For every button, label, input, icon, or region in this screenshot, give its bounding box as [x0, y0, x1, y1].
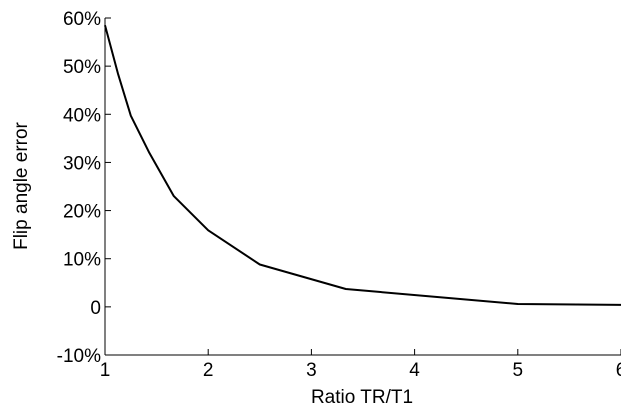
- x-tick-label: 1: [100, 360, 111, 381]
- y-tick-label: 0: [90, 298, 101, 319]
- y-tick-label: 60%: [63, 9, 101, 30]
- chart-axes: [104, 18, 621, 356]
- y-tick-label: 30%: [63, 153, 101, 174]
- x-tick-label: 2: [203, 360, 214, 381]
- series-line-0: [104, 24, 621, 306]
- x-tick-label: 3: [306, 360, 317, 381]
- y-tick-label: 10%: [63, 250, 101, 271]
- y-axis-label: Flip angle error: [11, 121, 32, 249]
- y-tick-label: 20%: [63, 202, 101, 223]
- y-tick-label: -10%: [57, 346, 101, 367]
- chart-ticks: -10% 0 10% 20% 30% 40% 50% 60% 1 2 3 4 5 6: [57, 9, 621, 381]
- y-tick-label: 50%: [63, 57, 101, 78]
- y-tick-label: 40%: [63, 105, 101, 126]
- x-tick-label: 6: [616, 360, 621, 381]
- x-tick-label: 5: [513, 360, 524, 381]
- x-tick-label: 4: [409, 360, 420, 381]
- x-axis-label: Ratio TR/T1: [311, 387, 413, 408]
- plot-area: [104, 24, 621, 306]
